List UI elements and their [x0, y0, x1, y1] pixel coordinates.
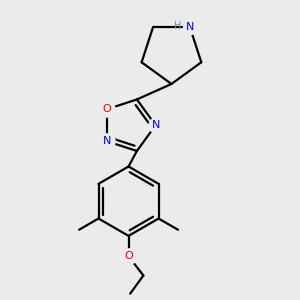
Text: O: O [102, 104, 111, 114]
Text: H: H [174, 20, 182, 31]
Text: N: N [152, 120, 160, 130]
Text: O: O [124, 251, 133, 261]
Text: N: N [186, 22, 194, 32]
Text: N: N [102, 136, 111, 146]
